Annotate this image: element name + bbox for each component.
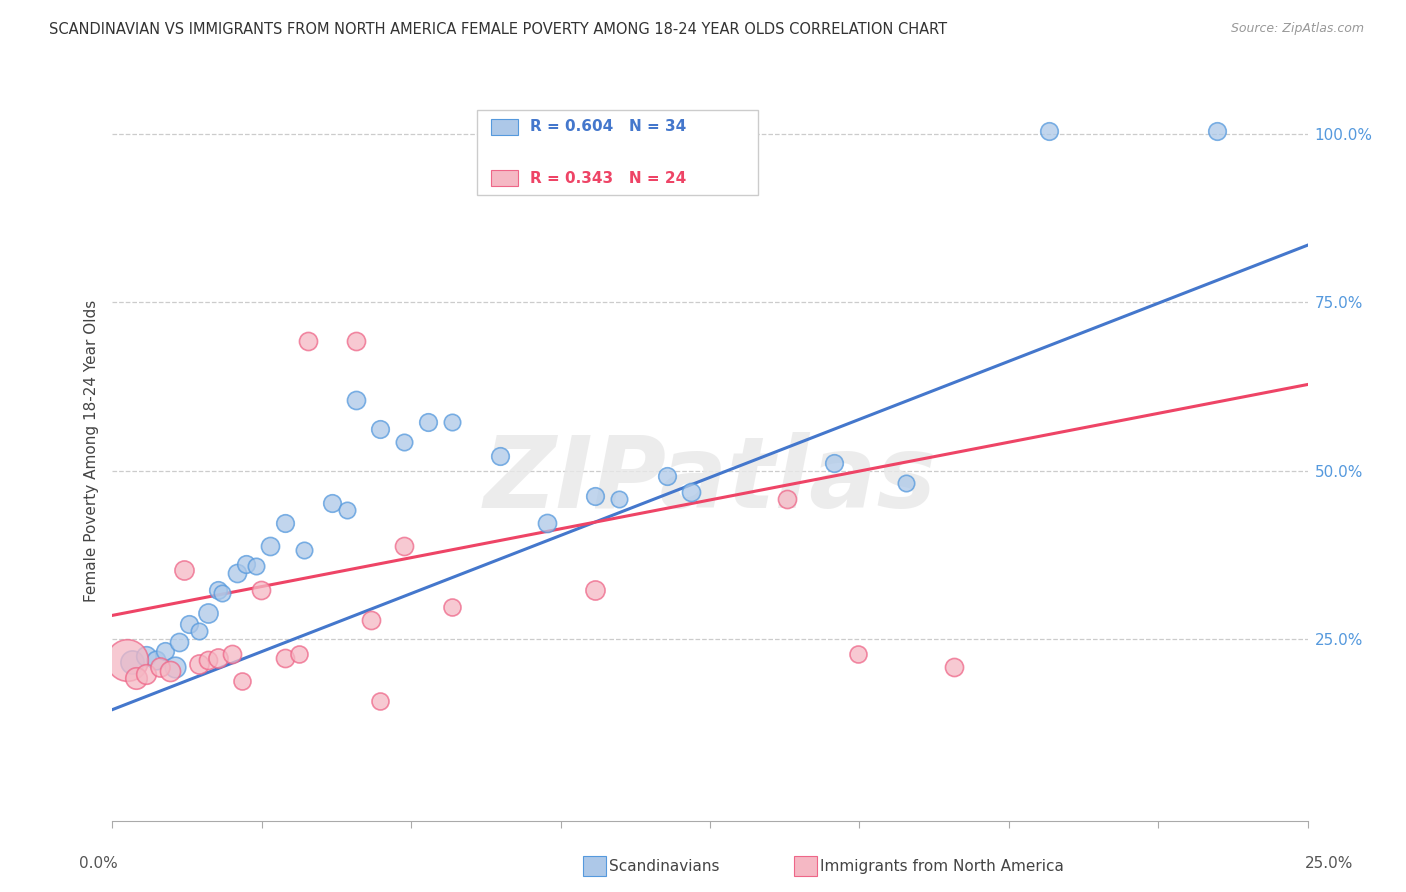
Point xyxy=(321,496,343,510)
Point xyxy=(273,516,295,530)
Point xyxy=(273,650,295,665)
Point xyxy=(416,415,439,429)
Point xyxy=(145,653,167,667)
Point xyxy=(655,469,678,483)
Point xyxy=(344,334,367,349)
Point xyxy=(149,660,172,674)
Point xyxy=(583,489,606,503)
Point xyxy=(221,647,243,661)
Point xyxy=(292,543,315,558)
Text: ZIPatlas: ZIPatlas xyxy=(484,432,936,529)
Y-axis label: Female Poverty Among 18-24 Year Olds: Female Poverty Among 18-24 Year Olds xyxy=(83,300,98,601)
Text: Source: ZipAtlas.com: Source: ZipAtlas.com xyxy=(1230,22,1364,36)
Point xyxy=(846,647,869,661)
Point xyxy=(607,491,630,506)
Text: SCANDINAVIAN VS IMMIGRANTS FROM NORTH AMERICA FEMALE POVERTY AMONG 18-24 YEAR OL: SCANDINAVIAN VS IMMIGRANTS FROM NORTH AM… xyxy=(49,22,948,37)
Point xyxy=(231,673,253,688)
Point xyxy=(207,650,229,665)
Text: Scandinavians: Scandinavians xyxy=(609,859,720,873)
FancyBboxPatch shape xyxy=(491,169,517,186)
Text: 25.0%: 25.0% xyxy=(1305,856,1353,871)
Text: R = 0.343   N = 24: R = 0.343 N = 24 xyxy=(530,170,686,186)
Point xyxy=(125,671,148,685)
Point xyxy=(121,656,143,670)
Point xyxy=(159,664,181,678)
Text: 0.0%: 0.0% xyxy=(79,856,118,871)
Point xyxy=(249,583,271,598)
Point xyxy=(368,694,391,708)
Point xyxy=(297,334,319,349)
Point xyxy=(169,635,191,649)
Point xyxy=(360,613,382,627)
FancyBboxPatch shape xyxy=(491,119,517,135)
Point xyxy=(197,607,219,621)
Point xyxy=(368,422,391,436)
Point xyxy=(163,660,186,674)
Text: R = 0.604   N = 34: R = 0.604 N = 34 xyxy=(530,120,686,135)
Point xyxy=(942,660,965,674)
Point xyxy=(259,539,281,553)
Point xyxy=(245,559,267,574)
Point xyxy=(135,648,157,663)
Point xyxy=(235,557,257,571)
Point xyxy=(679,485,702,500)
Point xyxy=(173,563,195,577)
Point xyxy=(440,415,463,429)
Point xyxy=(225,566,247,580)
Point xyxy=(1038,124,1060,138)
Point xyxy=(392,435,415,450)
Point xyxy=(197,653,219,667)
Point xyxy=(135,667,157,681)
Point xyxy=(288,647,311,661)
Point xyxy=(187,624,209,638)
Point xyxy=(1205,124,1227,138)
Point xyxy=(344,392,367,407)
Point xyxy=(536,516,558,530)
Point xyxy=(775,491,797,506)
Point xyxy=(894,475,917,490)
Point xyxy=(211,586,233,600)
Point xyxy=(336,502,359,516)
Point xyxy=(207,583,229,598)
Point xyxy=(153,644,176,658)
Point xyxy=(115,653,138,667)
Point xyxy=(583,583,606,598)
Point xyxy=(187,657,209,672)
Point xyxy=(823,456,845,470)
Point xyxy=(177,617,200,632)
FancyBboxPatch shape xyxy=(477,110,758,195)
Text: Immigrants from North America: Immigrants from North America xyxy=(820,859,1063,873)
Point xyxy=(488,449,510,463)
Point xyxy=(392,539,415,553)
Point xyxy=(440,599,463,614)
